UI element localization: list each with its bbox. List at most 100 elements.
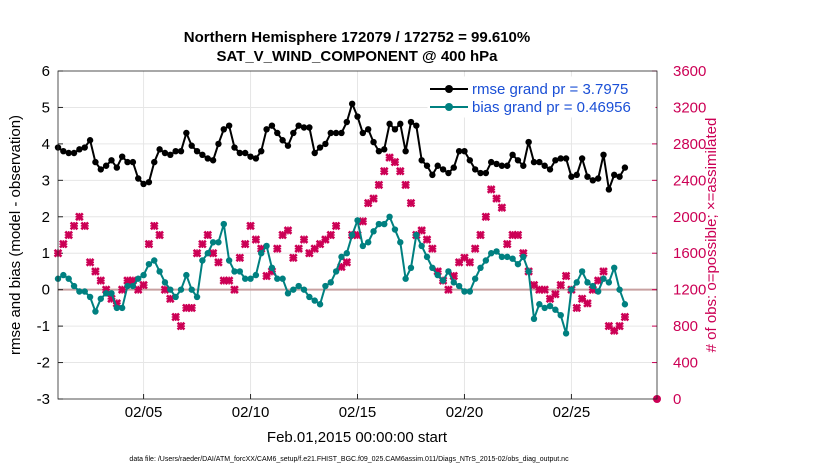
rmse-point <box>338 129 345 137</box>
left-tick-label: 6 <box>42 63 50 80</box>
bias-point <box>541 304 548 312</box>
bias-point <box>611 264 618 271</box>
left-tick-label: 4 <box>42 136 50 153</box>
bias-point <box>429 264 436 271</box>
bias-point <box>520 253 527 261</box>
obs-assimilated-point <box>283 226 293 235</box>
rmse-point <box>300 124 308 131</box>
bias-point <box>364 239 372 246</box>
rmse-point <box>418 157 425 164</box>
rmse-point <box>311 149 318 157</box>
bias-point <box>477 264 484 271</box>
rmse-point <box>616 173 623 180</box>
bias-point <box>167 286 174 293</box>
rmse-point <box>322 140 329 148</box>
obs-assimilated-point <box>80 221 90 231</box>
obs-assimilated-point <box>422 235 432 244</box>
y-axis-label-right: # of obs: o=possible; ×=assimilated <box>703 118 720 353</box>
bias-point <box>488 250 495 257</box>
bias-point <box>306 293 313 301</box>
obs-assimilated-point <box>85 258 95 267</box>
bias-point <box>156 268 163 275</box>
rmse-point <box>343 118 351 126</box>
bias-point <box>546 302 554 310</box>
bias-point <box>60 271 67 279</box>
rmse-point <box>231 144 238 151</box>
right-tick-label: 400 <box>673 355 698 372</box>
rmse-point <box>450 164 457 171</box>
bias-point <box>493 248 500 255</box>
right-axis-ticks: 0 400 800 1200 1600 2000 2400 2800 3200 3600 <box>652 63 706 408</box>
bias-point <box>423 253 431 261</box>
rmse-point <box>290 129 297 137</box>
obs-assimilated-point <box>171 312 180 322</box>
obs-assimilated-point <box>551 289 560 299</box>
obs-assimilated-point <box>572 303 582 313</box>
bias-point <box>386 213 393 220</box>
rmse-point <box>124 158 131 166</box>
rmse-point <box>140 180 147 188</box>
bias-point <box>86 293 94 301</box>
bias-point <box>92 308 99 315</box>
rmse-point <box>279 137 286 144</box>
bias-point <box>274 275 281 282</box>
rmse-point <box>156 146 163 153</box>
rmse-point <box>225 122 233 129</box>
left-axis-ticks: -3 -2 -1 0 1 2 3 4 5 6 <box>37 63 63 408</box>
bias-point <box>113 304 121 312</box>
rmse-point <box>488 158 495 166</box>
rmse-point <box>118 153 126 160</box>
obs-assimilated-point <box>192 248 202 258</box>
rmse-point <box>434 162 441 169</box>
bias-point <box>552 306 559 313</box>
rmse-point <box>70 149 78 157</box>
bias-point <box>461 288 468 295</box>
rmse-point <box>92 158 99 166</box>
bias-point <box>391 226 399 233</box>
rmse-point <box>466 157 474 164</box>
legend: rmse grand pr = 3.7975 bias grand pr = 0… <box>427 76 656 118</box>
rmse-point <box>215 140 222 148</box>
bias-point <box>102 290 110 297</box>
legend-rmse-label: rmse grand pr = 3.7975 <box>472 81 628 98</box>
rmse-point <box>129 158 137 166</box>
rmse-point <box>541 162 548 169</box>
obs-assimilated-point <box>513 230 523 240</box>
obs-assimilated-point <box>176 321 186 331</box>
rmse-point <box>177 147 185 155</box>
bias-point <box>466 288 474 295</box>
rmse-point <box>354 113 361 120</box>
right-tick-label: 3200 <box>673 99 706 116</box>
bias-point <box>316 301 324 308</box>
obs-assimilated-point <box>561 271 571 281</box>
rmse-point <box>145 178 153 186</box>
bias-point <box>621 301 629 308</box>
bias-point <box>241 275 249 282</box>
rmse-point <box>530 158 538 166</box>
rmse-point <box>268 122 276 129</box>
rmse-point <box>113 164 121 171</box>
bias-point <box>145 260 153 268</box>
rmse-point <box>584 173 591 180</box>
rmse-point <box>236 149 244 157</box>
rmse-point <box>359 129 367 137</box>
obs-assimilated-point <box>251 235 261 244</box>
bias-point <box>594 288 602 295</box>
bias-point <box>300 286 308 293</box>
rmse-point <box>60 147 67 155</box>
rmse-point <box>306 124 313 131</box>
rmse-point <box>274 129 281 137</box>
rmse-point <box>594 175 602 182</box>
bias-point <box>471 275 479 282</box>
obs-assimilated-point <box>240 239 250 249</box>
rmse-point <box>600 151 607 159</box>
rmse-point <box>407 118 415 126</box>
bias-point <box>193 293 201 301</box>
obs-assimilated-point <box>556 280 566 290</box>
obs-assimilated-point <box>583 299 592 308</box>
legend-rmse-marker <box>445 85 453 93</box>
bias-point <box>407 264 415 271</box>
bias-point <box>118 304 126 312</box>
rmse-point <box>461 147 468 155</box>
bias-point <box>445 268 452 275</box>
